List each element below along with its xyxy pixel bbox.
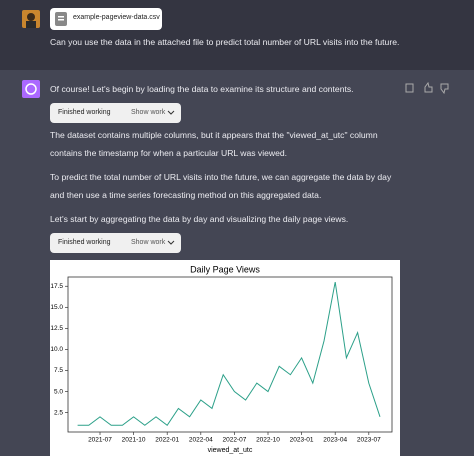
tool-button[interactable]: Finished working Show work [50, 233, 181, 253]
file-icon [55, 12, 67, 26]
message-actions[interactable] [404, 82, 460, 94]
chart-background [50, 260, 400, 456]
plot-frame [67, 276, 393, 433]
assistant-text: Of course! Let's begin by loading the da… [50, 84, 354, 94]
y-tick-label: 12.5 [50, 325, 63, 332]
assistant-avatar [22, 80, 40, 98]
tool-status: Finished working [58, 109, 111, 116]
user-avatar [22, 10, 40, 28]
x-tick-label: 2023-07 [357, 437, 381, 444]
assistant-text: contains the timestamp for when a partic… [50, 148, 288, 158]
x-tick-label: 2023-04 [323, 437, 347, 444]
y-tick-label: 2.5 [54, 409, 63, 416]
x-tick-label: 2022-04 [189, 437, 213, 444]
y-tick-label: 15.0 [50, 304, 63, 311]
x-tick-label: 2021-07 [88, 437, 112, 444]
x-tick-label: 2023-01 [290, 437, 314, 444]
tool-action: Show work [131, 239, 166, 246]
tool-action: Show work [131, 109, 166, 116]
chevron [167, 110, 175, 115]
assistant-text: Let's start by aggregating the data by d… [50, 214, 349, 224]
assistant-text: To predict the total number of URL visit… [50, 172, 392, 182]
y-tick-label: 7.5 [54, 367, 63, 374]
x-axis-label: viewed_at_utc [208, 447, 253, 454]
chart-title: Daily Page Views [190, 264, 260, 274]
assistant-text: The dataset contains multiple columns, b… [50, 130, 378, 140]
x-tick-label: 2022-01 [155, 437, 179, 444]
y-tick-label: 5.0 [54, 388, 63, 395]
x-tick-label: 2022-07 [222, 437, 246, 444]
user-message: Can you use the data in the attached fil… [50, 37, 400, 47]
file-chip[interactable]: example-pageview-data.csv [50, 8, 162, 30]
y-tick-label: 10.0 [50, 346, 63, 353]
tool-button[interactable]: Finished working Show work [50, 103, 181, 123]
file-name: example-pageview-data.csv [73, 14, 160, 21]
x-tick-label: 2021-10 [122, 437, 146, 444]
chevron [167, 240, 175, 245]
tool-status: Finished working [58, 239, 111, 246]
x-tick-label: 2022-10 [256, 437, 280, 444]
chart: Daily Page Views viewed_at_utc 2.5 5.0 7.5… [50, 260, 400, 456]
y-tick-label: 17.5 [50, 283, 63, 290]
data-line [77, 281, 381, 426]
assistant-text: and then use a time series forecasting m… [50, 190, 322, 200]
